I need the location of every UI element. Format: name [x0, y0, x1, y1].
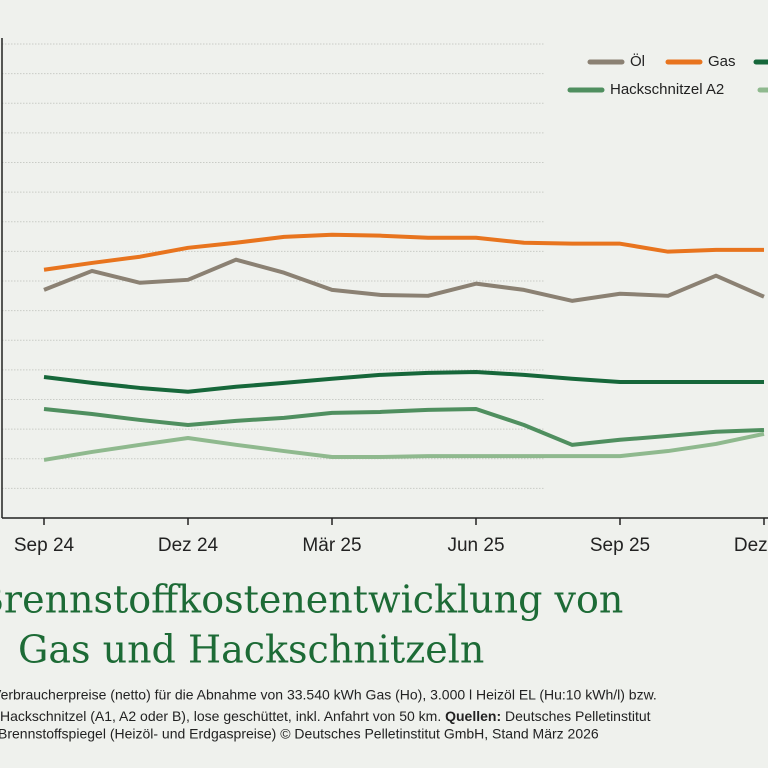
chart-title: Brennstoffkostenentwicklung von — [0, 578, 623, 622]
x-tick-label: Mär 25 — [302, 535, 361, 556]
note: Hackschnitzel (A1, A2 oder B), lose gesc… — [0, 708, 651, 724]
legend-label: Hackschnitzel A2 — [610, 81, 724, 98]
note: Brennstoffspiegel (Heizöl- und Erdgaspre… — [0, 726, 599, 742]
x-tick-label: Sep 24 — [14, 535, 75, 556]
chart-subtitle: Gas und Hackschnitzeln — [18, 628, 484, 672]
legend-label: Öl — [630, 52, 645, 70]
note: Hackschnitzel (A1, A2 oder B), lose gesc… — [0, 708, 441, 724]
x-tick-label: Sep 25 — [590, 535, 650, 556]
note: Deutsches Pelletinstitut — [505, 708, 651, 724]
data-line — [43, 406, 765, 447]
note: Quellen: — [445, 708, 501, 724]
x-tick-label: Dez 24 — [158, 535, 219, 556]
data-line — [43, 232, 764, 272]
data-line — [43, 257, 765, 303]
x-tick-label: Jun 25 — [447, 535, 504, 556]
data-line — [43, 369, 764, 394]
data-line — [43, 431, 765, 462]
legend-label: Gas — [708, 53, 736, 70]
note: Verbraucherpreise (netto) für die Abnahm… — [0, 687, 657, 703]
plot-area — [2, 43, 765, 489]
x-tick-label: Dez 25 — [734, 535, 768, 556]
